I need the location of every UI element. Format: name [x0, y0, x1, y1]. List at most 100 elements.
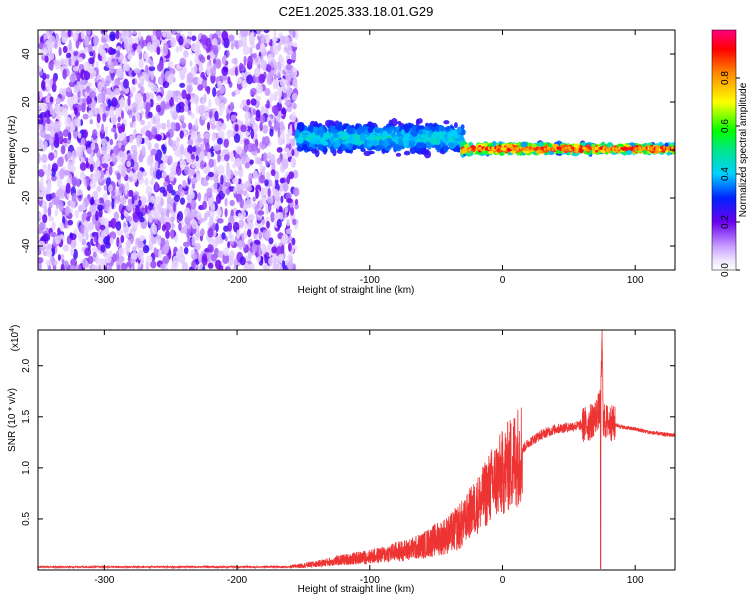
noise-speck	[93, 35, 99, 46]
noise-speck	[86, 85, 91, 93]
noise-speck	[268, 237, 274, 245]
band-speck	[334, 126, 342, 130]
noise-speck	[117, 194, 121, 202]
noise-speck	[211, 124, 216, 130]
noise-speck	[180, 114, 185, 122]
noise-speck	[51, 163, 59, 172]
noise-speck	[172, 201, 177, 213]
noise-speck	[206, 187, 213, 196]
noise-speck	[218, 190, 225, 200]
band-speck	[332, 133, 340, 139]
noise-speck	[108, 184, 113, 193]
noise-speck	[260, 59, 268, 71]
noise-speck	[202, 181, 209, 187]
noise-speck	[212, 38, 218, 46]
noise-speck	[71, 176, 78, 187]
noise-speck	[131, 102, 138, 112]
noise-speck	[252, 122, 259, 133]
noise-speck	[205, 210, 211, 218]
noise-speck	[100, 138, 108, 146]
colorbar: 0.0 0.2 0.4 0.6 0.8 Normalized spectral ampl…	[711, 29, 749, 277]
noise-speck	[243, 131, 251, 137]
noise-speck	[273, 91, 278, 102]
noise-speck	[214, 145, 221, 151]
noise-speck	[256, 30, 261, 34]
band-speck	[397, 121, 402, 125]
noise-speck	[133, 194, 138, 201]
noise-speck	[185, 93, 191, 101]
noise-speck	[178, 35, 184, 46]
noise-speck	[207, 262, 214, 269]
noise-speck	[206, 54, 211, 61]
noise-speck	[128, 189, 134, 197]
noise-speck	[38, 139, 44, 150]
noise-speck	[174, 122, 181, 132]
noise-speck	[96, 185, 102, 192]
noise-speck	[90, 196, 95, 205]
noise-speck	[194, 64, 198, 74]
noise-speck	[171, 30, 176, 36]
noise-speck	[284, 206, 289, 213]
noise-speck	[131, 50, 136, 56]
noise-speck	[238, 219, 245, 229]
noise-speck	[43, 205, 48, 215]
noise-speck	[247, 55, 254, 66]
noise-speck	[251, 150, 257, 156]
noise-speck	[231, 91, 236, 97]
band-speck	[418, 142, 426, 149]
noise-speck	[266, 64, 272, 73]
noise-speck	[198, 54, 204, 61]
noise-speck	[286, 198, 293, 204]
noise-speck	[199, 150, 205, 160]
snr-x-tick-label: -100	[360, 575, 380, 586]
noise-speck	[180, 143, 185, 155]
noise-speck	[230, 114, 237, 122]
noise-speck	[80, 137, 86, 146]
noise-speck	[125, 240, 131, 248]
noise-speck	[189, 60, 193, 67]
noise-speck	[74, 85, 80, 93]
noise-speck	[255, 56, 259, 63]
noise-speck	[38, 233, 41, 241]
noise-speck	[145, 255, 153, 263]
noise-speck	[78, 56, 83, 63]
noise-speck	[107, 98, 112, 109]
noise-speck	[113, 211, 119, 221]
noise-speck	[202, 264, 206, 270]
noise-speck	[197, 137, 204, 143]
noise-speck	[132, 246, 137, 253]
noise-speck	[49, 53, 55, 61]
noise-speck	[285, 192, 292, 200]
noise-speck	[137, 100, 144, 111]
noise-speck	[69, 165, 77, 173]
noise-speck	[149, 179, 154, 186]
noise-speck	[65, 87, 72, 93]
noise-speck	[76, 72, 81, 82]
noise-speck	[275, 212, 280, 219]
noise-speck	[49, 62, 54, 72]
noise-speck	[39, 71, 44, 77]
noise-speck	[242, 45, 250, 56]
band-speck	[397, 137, 403, 147]
noise-speck	[281, 260, 286, 269]
noise-speck	[228, 231, 233, 240]
noise-speck	[87, 222, 95, 230]
noise-speck	[268, 120, 272, 128]
spectrogram-y-tick-label: -40	[21, 238, 32, 253]
noise-speck	[200, 160, 205, 170]
noise-speck	[48, 216, 55, 222]
noise-speck	[152, 30, 156, 36]
noise-speck	[119, 37, 124, 43]
noise-speck	[203, 132, 210, 140]
noise-speck	[80, 119, 83, 126]
noise-speck	[279, 120, 284, 131]
noise-speck	[235, 145, 243, 155]
noise-speck	[190, 99, 194, 105]
noise-speck	[42, 48, 48, 56]
noise-speck	[270, 169, 276, 177]
noise-speck	[155, 122, 163, 130]
noise-speck	[85, 232, 89, 241]
noise-speck	[126, 266, 130, 270]
noise-speck	[102, 113, 107, 122]
noise-speck	[162, 255, 170, 264]
